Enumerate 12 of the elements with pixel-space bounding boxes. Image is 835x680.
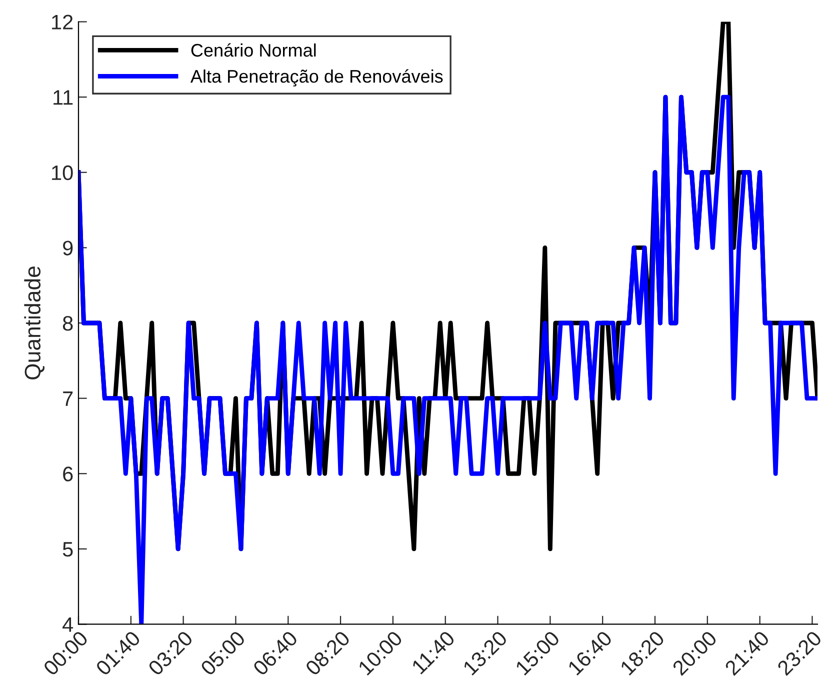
y-tick-label: 6 [63, 466, 73, 482]
y-tick-label: 8 [62, 316, 73, 331]
y-tick-label: 7 [63, 392, 73, 406]
y-tick-label: 10 [52, 165, 73, 180]
y-tick-label: 4 [62, 617, 74, 632]
y-tick-label: 9 [63, 240, 73, 256]
legend-label: Alta Penetração de Renováveis [190, 69, 443, 86]
legend-label: Cenário Normal [191, 43, 316, 57]
y-tick-label: 12 [52, 14, 73, 30]
y-tick-label: 5 [62, 542, 73, 557]
y-tick-label: 11 [54, 90, 73, 105]
y-axis-title: Quantidade [24, 266, 44, 380]
